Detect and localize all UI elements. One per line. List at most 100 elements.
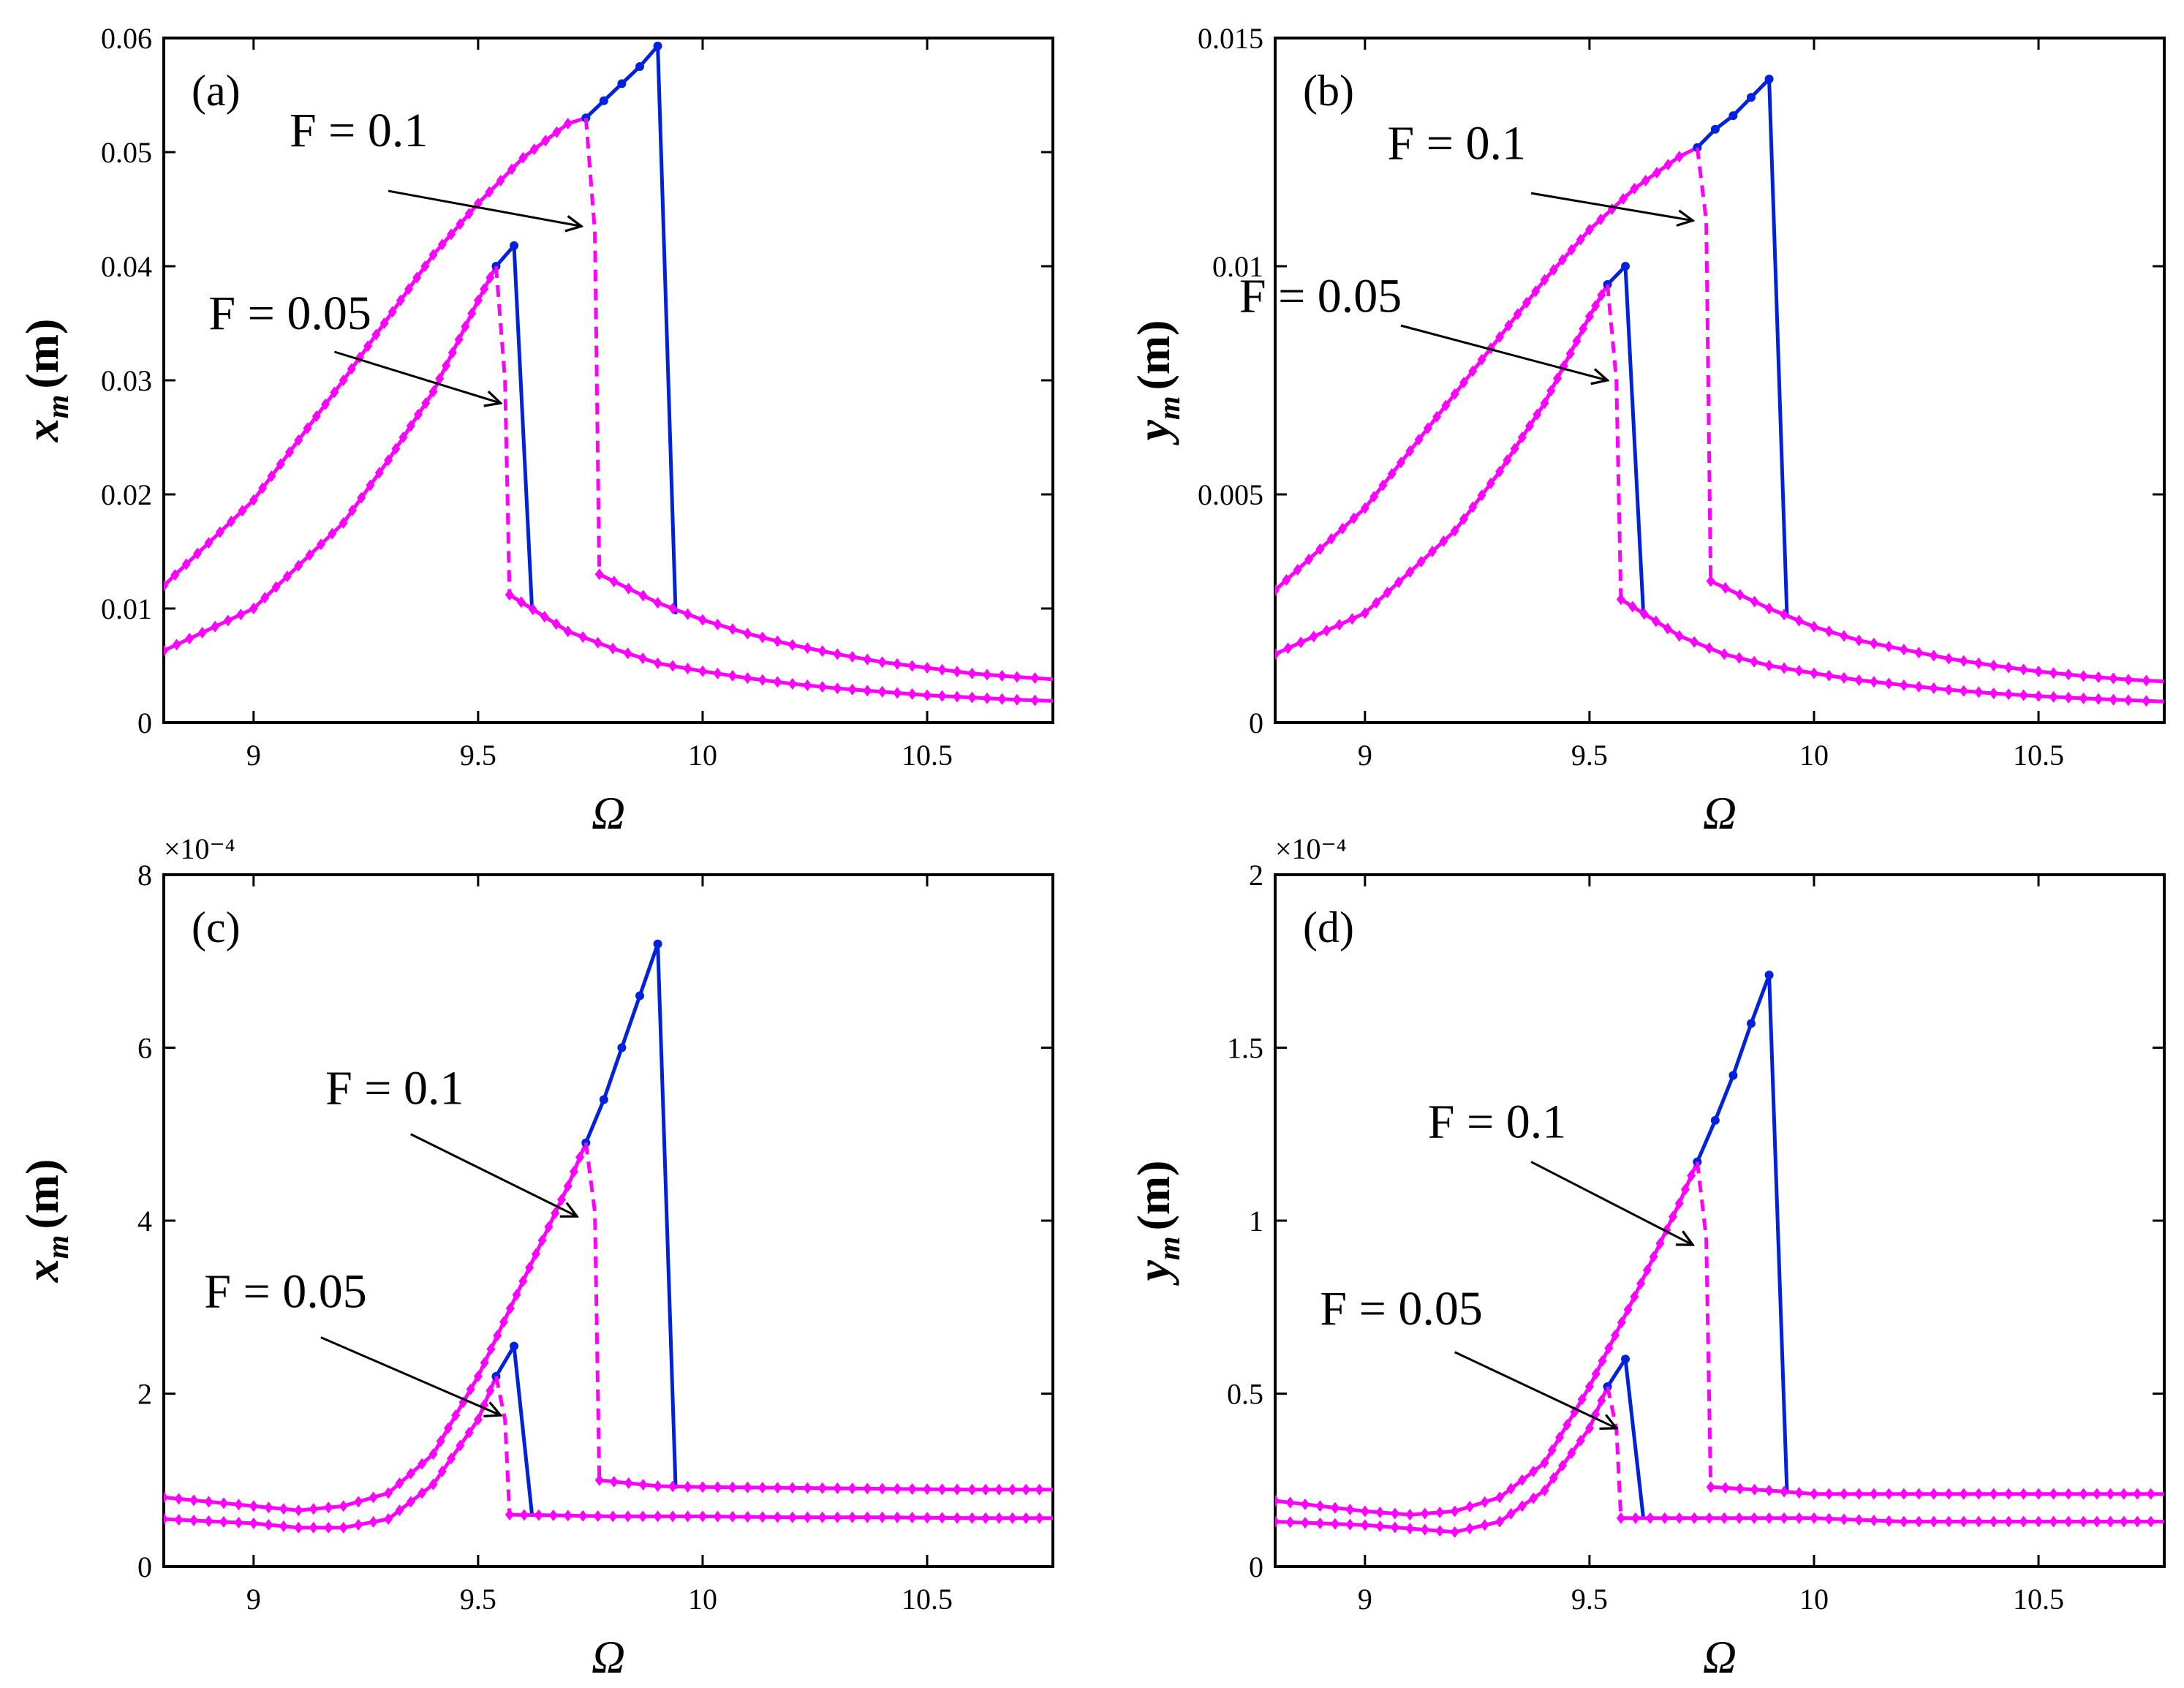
stable-marker [2004,1515,2014,1528]
stable-marker [197,626,207,638]
stable-marker [1477,489,1486,502]
y-axis-unit: (m) [1127,1160,1179,1230]
stable-marker [1959,1515,1968,1528]
stable-marker [1704,1512,1714,1524]
stable-marker [1021,1512,1031,1524]
stable-marker [1591,300,1601,312]
stable-marker [2109,693,2118,706]
unstable-marker [635,62,644,71]
stable-marker [1394,576,1403,589]
stable-marker [847,1482,857,1495]
stable-marker [369,1491,378,1504]
stable-marker [1405,566,1415,579]
stable-marker [683,608,692,620]
stable-marker [967,667,977,679]
stable-marker [518,1275,528,1287]
stable-marker [923,689,932,701]
stable-marker [1390,1521,1399,1534]
stable-marker [569,1165,578,1178]
y-tick-label: 6 [137,1032,152,1065]
stable-marker [189,1514,198,1526]
stable-marker [1604,1342,1614,1354]
stable-marker [1285,1496,1295,1509]
stable-marker [512,1289,521,1301]
y-tick-label: 0 [1249,1551,1263,1583]
stable-marker [773,1482,782,1494]
stable-marker [1690,636,1699,648]
stable-marker [1572,335,1582,347]
stable-marker [276,458,285,470]
stable-marker [994,1512,1004,1524]
y-tick-label: 4 [137,1205,152,1237]
annotation-arrow [388,189,581,226]
stable-marker [435,372,445,385]
stable-marker [1734,1512,1744,1524]
stable-marker [303,422,312,434]
stable-marker [2093,671,2103,684]
stable-marker [1869,637,1878,649]
stable-marker [2063,668,2073,681]
stable-marker [1567,1447,1576,1459]
stable-marker [466,1383,475,1395]
stable-marker [623,1510,632,1523]
stable-marker [406,1467,415,1480]
stable-marker [1914,1515,1924,1528]
stable-marker [1435,1525,1445,1537]
stable-marker [578,1510,588,1522]
stable-marker [2019,663,2028,676]
stable-marker [1546,385,1556,397]
stable-branch [1275,146,1699,592]
stable-marker [937,690,947,702]
stable-marker [728,1481,737,1493]
stable-marker [1974,1515,1984,1528]
stable-marker [624,1477,633,1489]
x-tick-label: 10 [688,1583,717,1616]
y-axis-sub: m [1153,396,1187,420]
stable-marker [1596,214,1606,226]
stable-marker [1944,1488,1954,1500]
stable-marker [1275,584,1280,597]
axes-frame [162,873,1054,1568]
stable-marker [1824,1488,1834,1500]
stable-marker [863,1482,872,1495]
stable-marker [1616,593,1625,606]
stable-marker [994,1483,1004,1496]
stable-marker [1531,285,1541,298]
stable-marker [1869,676,1878,688]
stable-marker [1854,1514,1864,1526]
stable-marker [863,653,872,666]
stable-marker [1348,613,1357,625]
stable-marker [417,1487,427,1499]
stable-marker [347,504,357,516]
stable-marker [321,398,330,410]
stable-marker [174,1493,184,1505]
x-tick-label: 10 [688,739,717,772]
stable-marker [551,1207,560,1219]
stable-marker [1513,308,1522,320]
stable-marker [1854,1488,1864,1500]
panel-label: (b) [1303,67,1354,115]
stable-marker [2049,1488,2058,1500]
x-tick-label: 10.5 [2013,1583,2064,1616]
stable-marker [803,679,812,692]
stable-marker [204,1515,214,1527]
annotation-arrow [410,1133,577,1216]
stable-marker [2019,689,2028,701]
stable-marker [967,1483,977,1496]
stable-marker [1884,1515,1894,1527]
panel-d: 9 9.5 10 10.5 0 0.5 1 1.5 2 ×10⁻⁴ Ωym (m) (d) F = 0.1… [1127,832,2166,1683]
unstable-marker [1746,1019,1756,1028]
unstable-branch [583,942,678,1489]
stable-marker [1275,1495,1280,1507]
stable-marker [1304,553,1314,565]
stable-marker [728,670,737,682]
stable-marker [473,1370,483,1382]
stable-marker [2004,661,2014,674]
stable-marker [594,568,604,581]
stable-marker [1989,687,1998,700]
stable-marker [461,320,470,333]
stable-marker [1989,1515,1998,1528]
unstable-marker [1764,971,1774,980]
y-axis-unit: (m) [16,1159,68,1229]
